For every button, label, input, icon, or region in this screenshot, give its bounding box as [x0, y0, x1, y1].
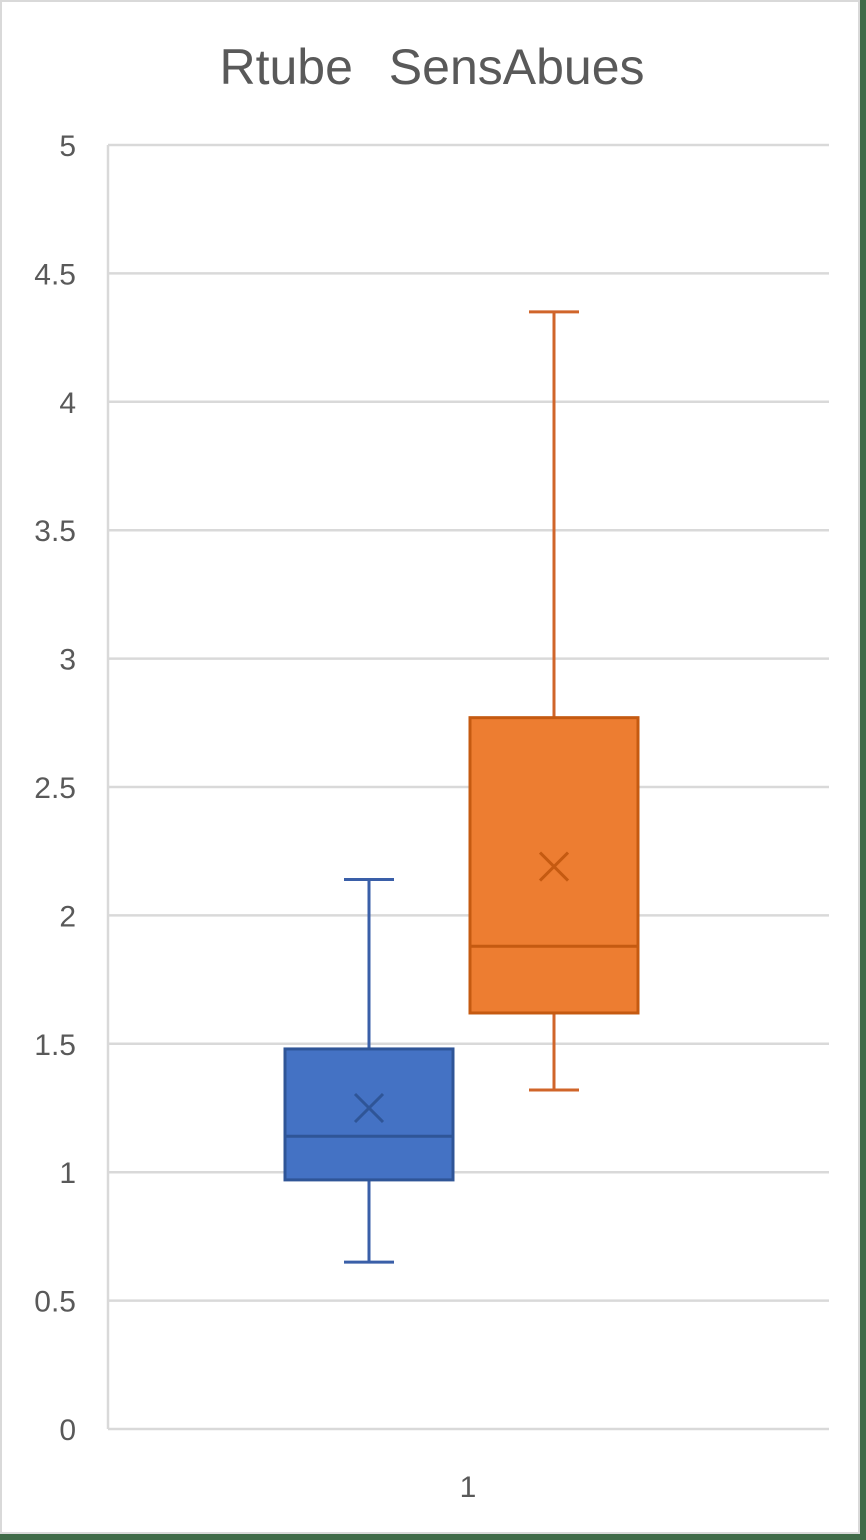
- mean-marker-icon: [353, 1092, 385, 1124]
- y-tick-label: 0: [59, 1414, 76, 1447]
- y-tick-label: 3.5: [34, 515, 76, 548]
- x-tick-label: 1: [460, 1471, 477, 1504]
- y-tick-label: 2: [59, 900, 76, 933]
- y-tick-label: 1: [59, 1157, 76, 1190]
- y-tick-label: 0.5: [34, 1286, 76, 1319]
- y-tick-label: 4: [59, 387, 76, 420]
- y-tick-label: 4.5: [34, 258, 76, 291]
- y-tick-label: 5: [59, 130, 76, 163]
- y-tick-label: 1.5: [34, 1029, 76, 1062]
- mean-marker-icon: [538, 851, 570, 882]
- box-sensabues: [468, 716, 640, 1015]
- chart-title: Rtube SensAbues: [219, 39, 645, 95]
- y-tick-label: 2.5: [34, 772, 76, 805]
- y-tick-label: 3: [59, 644, 76, 677]
- box-rtube: [283, 1047, 455, 1182]
